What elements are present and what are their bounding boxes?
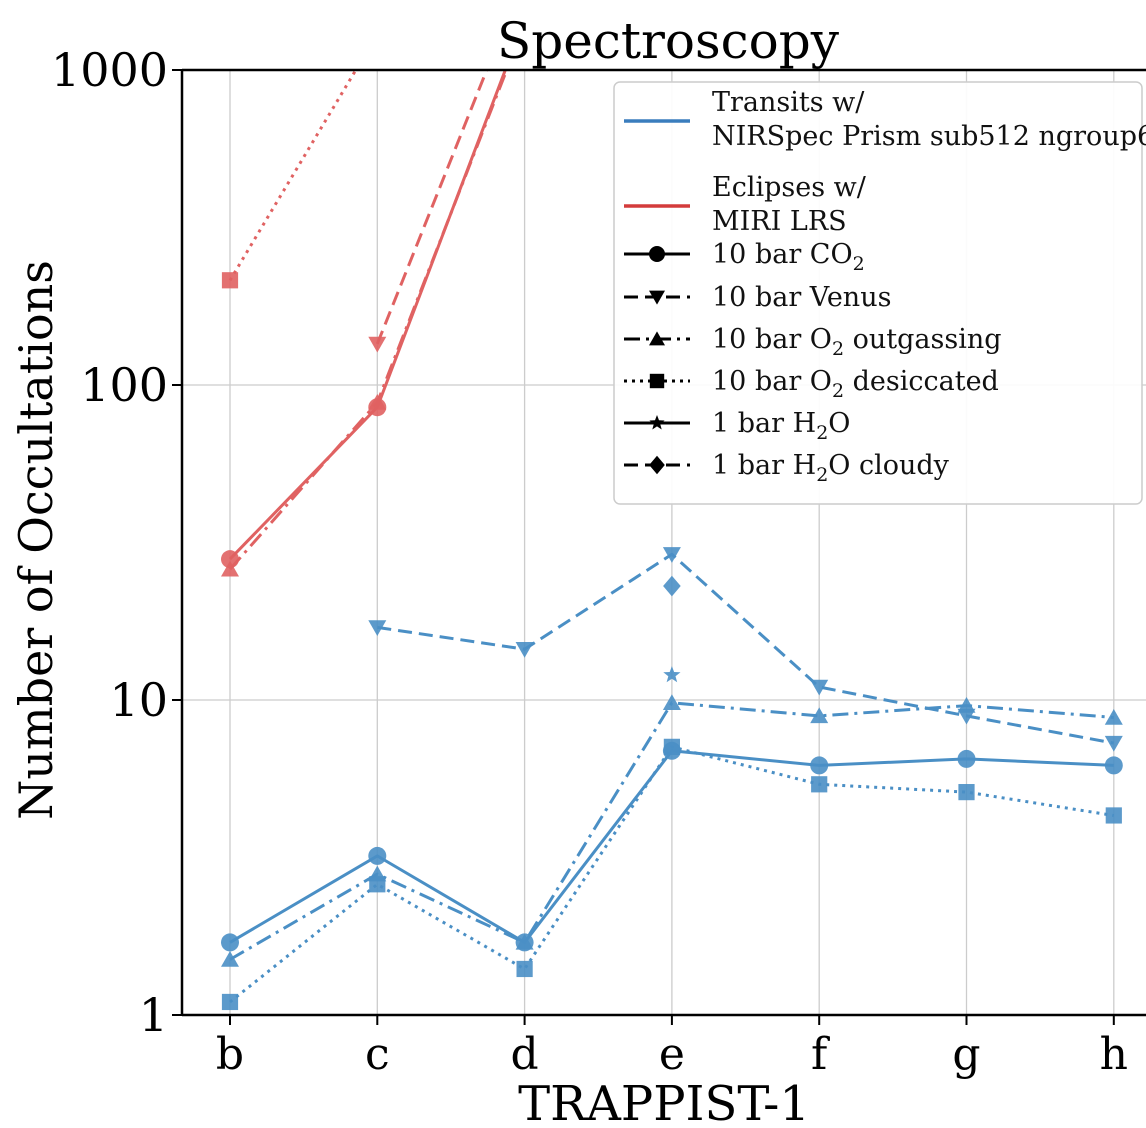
data-point [663,575,681,597]
legend-label: 1 bar H2O cloudy [712,450,950,486]
data-point [221,560,239,577]
legend-label: Eclipses w/ [712,172,867,203]
x-tick-label: f [811,1029,830,1080]
legend-label: 10 bar CO2 [712,239,865,275]
legend-marker [649,331,665,346]
data-point [1104,708,1123,725]
data-point [221,950,239,967]
series-transits-4 [663,666,681,683]
series-line [377,552,1115,745]
legend-label: 1 bar H2O [712,408,850,444]
legend-marker [649,415,665,430]
series-line [375,70,489,345]
data-point [1104,756,1123,775]
y-axis-ticks: 1 10 100 1000 [51,43,182,1042]
series-transits-2 [221,694,1123,967]
data-point [368,620,387,636]
legend-item: 10 bar CO2 [624,239,865,275]
x-tick-label: c [365,1029,390,1080]
x-tick-label: e [659,1029,685,1080]
x-tick-label: g [952,1029,980,1080]
chart-title: Spectroscopy [497,12,840,70]
y-tick-label: 1 [139,988,168,1042]
data-point [958,784,975,801]
legend-item: 10 bar O2 outgassing [624,324,1002,360]
legend-label: NIRSpec Prism sub512 ngroup6 [712,121,1146,152]
legend-label: 10 bar O2 outgassing [712,324,1002,360]
data-point [1104,735,1123,752]
legend-label: 10 bar Venus [712,282,891,313]
y-axis-label: Number of Occultations [9,260,63,820]
legend-box [613,81,1143,505]
data-point [810,679,829,696]
data-point [957,697,976,713]
legend-item: 1 bar H2O cloudy [624,450,950,486]
y-tick-label: 100 [80,358,168,412]
legend-label: MIRI LRS [712,206,847,237]
data-point [662,547,681,563]
legend-marker [649,290,665,305]
data-point [515,641,534,658]
data-point [1105,807,1122,824]
legend-item: 10 bar Venus [624,282,891,313]
legend-item: Transits w/NIRSpec Prism sub512 ngroup6 [624,87,1146,152]
data-point [663,666,681,683]
legend: Transits w/NIRSpec Prism sub512 ngroup6 E… [613,81,1146,505]
series-transits-5 [663,575,681,597]
data-point [369,876,386,893]
data-point [516,960,533,978]
data-point [810,756,829,775]
y-tick-label: 1000 [51,43,168,97]
data-point [811,776,828,793]
series-transits-3 [221,738,1122,1011]
x-axis-ticks: b c d e f g h [216,1015,1128,1080]
data-point [662,694,681,710]
legend-marker [649,455,665,475]
data-point [810,707,829,724]
data-point [957,749,976,768]
legend-item: Eclipses w/MIRI LRS [624,172,867,237]
data-point [221,272,239,289]
y-tick-label: 10 [109,673,168,727]
data-point [368,846,387,865]
axes-frame [180,68,1146,1017]
data-point [221,933,239,952]
legend-item: 1 bar H2O [624,408,850,444]
data-point [368,336,387,353]
series-layer [221,70,1123,1011]
data-point [368,393,387,410]
x-tick-label: d [511,1029,539,1080]
legend-item: 10 bar O2 desiccated [624,366,999,402]
legend-label: Transits w/ [712,87,865,118]
data-point [515,933,534,950]
series-eclipses-8 [221,70,509,577]
legend-marker [649,246,665,262]
data-point [663,738,680,755]
x-tick-label: h [1100,1029,1128,1080]
legend-marker [649,373,665,389]
legend-label: 10 bar O2 desiccated [712,366,999,402]
series-eclipses-7 [368,70,489,353]
data-point [221,993,239,1011]
x-tick-label: b [216,1029,244,1080]
series-eclipses-9 [221,70,358,289]
x-axis-label: TRAPPIST-1 [518,1076,810,1128]
